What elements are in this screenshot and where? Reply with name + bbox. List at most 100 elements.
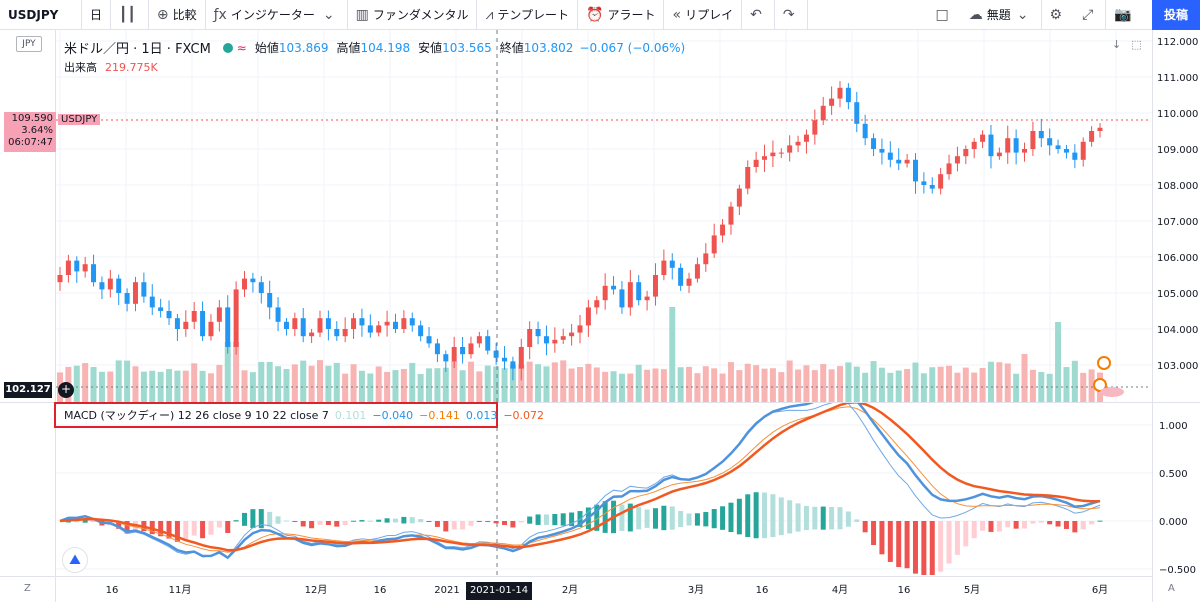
price-tick-label: 108.000 bbox=[1157, 181, 1198, 192]
fundamentals-button[interactable]: ▥ ファンダメンタル bbox=[348, 0, 478, 30]
candle-body bbox=[233, 289, 239, 347]
volume-bar bbox=[367, 373, 374, 402]
candle-body bbox=[1038, 131, 1044, 139]
timezone-toggle[interactable]: Z bbox=[24, 583, 31, 594]
volume-bar bbox=[551, 362, 558, 402]
macd-hist-bar bbox=[1030, 521, 1036, 524]
volume-bar bbox=[358, 370, 365, 402]
volume-bar bbox=[182, 370, 189, 402]
crosshair-date-tag: 2021-01-14 bbox=[466, 582, 532, 600]
candle-body bbox=[636, 282, 642, 301]
volume-bar bbox=[90, 367, 97, 402]
tradingview-logo-button[interactable]: ⛰ bbox=[62, 547, 88, 573]
pane-separator[interactable] bbox=[0, 402, 1200, 403]
fullscreen-layout-button[interactable]: □ bbox=[928, 0, 961, 30]
fullscreen-button[interactable]: ⤢ bbox=[1074, 0, 1107, 30]
volume-bar bbox=[333, 362, 340, 402]
macd-hist-bar bbox=[527, 516, 533, 524]
volume-bar bbox=[845, 362, 852, 402]
low-value: 103.565 bbox=[442, 40, 492, 55]
candle-body bbox=[787, 145, 793, 153]
macd-hist-bar bbox=[1089, 521, 1095, 525]
candle-body bbox=[367, 325, 373, 333]
layout-name-button[interactable]: ☁ 無題 ⌄ bbox=[961, 0, 1042, 30]
macd-pane[interactable] bbox=[0, 403, 1152, 575]
main-grid bbox=[56, 30, 1152, 402]
candle-body bbox=[200, 311, 206, 337]
macd-hist-bar bbox=[904, 521, 910, 569]
dividend-markers[interactable] bbox=[1093, 356, 1124, 397]
chart-type-button[interactable]: ┃┃ bbox=[111, 0, 149, 30]
snapshot-button[interactable]: 📷 bbox=[1106, 0, 1143, 30]
macd-tick-label: −0.500 bbox=[1159, 565, 1196, 576]
alert-label: アラート bbox=[607, 8, 656, 22]
replay-label: リプレイ bbox=[685, 8, 734, 22]
maximize-pane-icon[interactable]: ⬚ bbox=[1131, 38, 1142, 51]
redo-button[interactable]: ↷ bbox=[775, 0, 808, 30]
replay-button[interactable]: «リプレイ bbox=[664, 0, 743, 30]
cloud-icon: ☁ bbox=[968, 6, 983, 23]
macd-hist-bar bbox=[762, 492, 768, 539]
volume-bar bbox=[1046, 373, 1053, 402]
time-tick-label: 2021 bbox=[434, 585, 459, 596]
candle-body bbox=[1013, 138, 1019, 153]
macd-hist-bar bbox=[317, 521, 323, 525]
undo-button[interactable]: ↶ bbox=[742, 0, 775, 30]
publish-button[interactable]: 投稿 bbox=[1151, 0, 1200, 30]
volume-bar bbox=[929, 367, 936, 402]
compare-button[interactable]: ⊕ 比較 bbox=[149, 0, 206, 30]
interval-button[interactable]: 日 bbox=[82, 0, 112, 30]
candle-body bbox=[552, 339, 558, 344]
volume-bar bbox=[862, 372, 869, 402]
candle-body bbox=[191, 311, 197, 322]
candle-body bbox=[384, 321, 390, 326]
alarm-clock-icon: ⏰ bbox=[586, 6, 604, 23]
volume-value: 219.775K bbox=[105, 61, 158, 74]
candle-body bbox=[652, 275, 658, 297]
dividend-marker[interactable] bbox=[1097, 356, 1111, 370]
close-value: 103.802 bbox=[523, 40, 574, 55]
candle-body bbox=[502, 357, 508, 362]
macd-hist-bar bbox=[535, 514, 541, 525]
candle-body bbox=[208, 321, 214, 337]
price-tick-label: 112.000 bbox=[1157, 37, 1198, 48]
settings-button[interactable]: ⚙ bbox=[1042, 0, 1075, 30]
candle-body bbox=[887, 152, 893, 160]
fx-icon: ƒx bbox=[213, 6, 227, 23]
signal-line bbox=[59, 403, 1100, 552]
main-price-pane[interactable] bbox=[0, 30, 1152, 402]
add-plus-button[interactable]: + bbox=[58, 382, 74, 398]
macd-hist-bar bbox=[283, 520, 289, 522]
macd-hist-bar bbox=[1005, 521, 1011, 528]
volume-bar bbox=[476, 371, 483, 402]
time-axis[interactable]: 16 11月 12月 16 2021 2月 3月 16 4月 16 5月 6月 bbox=[0, 576, 1152, 602]
dividend-marker[interactable] bbox=[1100, 387, 1124, 397]
macd-tick-label: 0.500 bbox=[1159, 469, 1188, 480]
legend-title[interactable]: 米ドル／円 · 1日 · FXCM bbox=[64, 42, 211, 57]
symbol-search-button[interactable]: USDJPY bbox=[0, 0, 82, 30]
macd-hist-bar bbox=[1097, 520, 1103, 522]
dividend-marker[interactable] bbox=[1093, 378, 1107, 392]
indicators-button[interactable]: ƒx インジケーター ⌄ bbox=[206, 0, 348, 30]
volume-bar bbox=[761, 368, 768, 402]
macd-hist-bar bbox=[200, 521, 206, 539]
currency-label[interactable]: JPY bbox=[16, 36, 42, 52]
candle-body bbox=[434, 343, 440, 355]
templates-button[interactable]: ⩘ テンプレート bbox=[477, 0, 579, 30]
close-label: 終値 bbox=[499, 41, 524, 55]
alert-button[interactable]: ⏰ アラート bbox=[578, 0, 665, 30]
volume-bar bbox=[669, 307, 676, 402]
volume-bar bbox=[828, 369, 835, 402]
macd-legend[interactable]: MACD (マックディー) 12 26 close 9 10 22 close … bbox=[54, 402, 544, 428]
macd-hist-bar bbox=[652, 508, 658, 529]
volume-bar bbox=[426, 368, 433, 402]
price-axis[interactable]: 112.000 111.000 110.000 109.000 108.000 107.0… bbox=[1152, 30, 1200, 602]
scroll-down-icon[interactable]: ↓ bbox=[1112, 38, 1122, 51]
macd-hist-bar bbox=[845, 511, 851, 527]
camera-icon: 📷 bbox=[1114, 6, 1132, 23]
volume-bar bbox=[493, 366, 500, 402]
signal2-value: −0.072 bbox=[503, 408, 545, 422]
auto-scale-toggle[interactable]: A bbox=[1168, 583, 1175, 594]
candlestick-series bbox=[57, 81, 1103, 381]
volume-bar bbox=[266, 361, 273, 402]
